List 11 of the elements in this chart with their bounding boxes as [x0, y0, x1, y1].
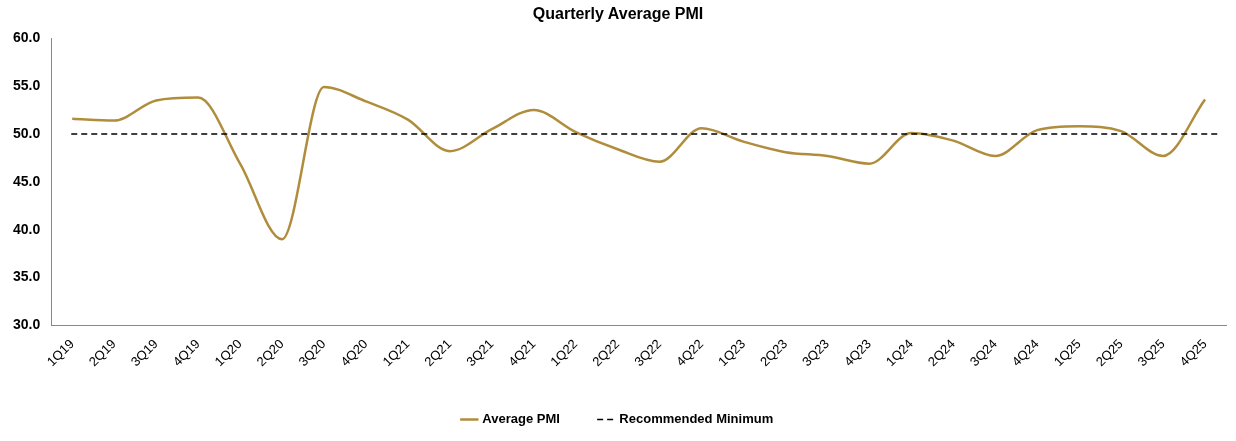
- chart-title: Quarterly Average PMI: [532, 5, 704, 23]
- legend-label: Recommended Minimum: [619, 411, 774, 427]
- y-tick-label: 50.0: [13, 124, 41, 141]
- y-tick-label: 55.0: [13, 76, 41, 93]
- y-tick-label: 45.0: [13, 172, 41, 189]
- y-tick-label: 30.0: [13, 316, 41, 333]
- y-tick-label: 60.0: [13, 29, 41, 46]
- y-tick-label: 40.0: [13, 220, 41, 237]
- y-tick-label: 35.0: [13, 268, 41, 285]
- legend-label: Average PMI: [482, 411, 560, 427]
- line-series: [70, 85, 1207, 241]
